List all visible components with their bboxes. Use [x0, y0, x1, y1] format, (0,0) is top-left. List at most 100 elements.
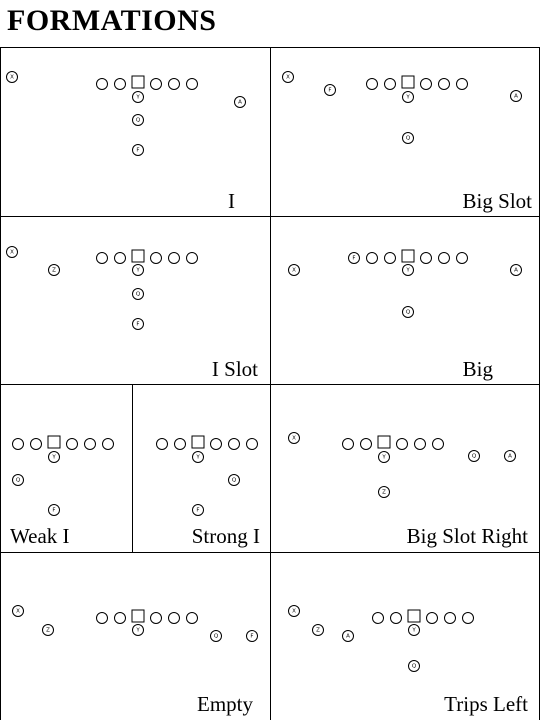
- lineman: [360, 438, 372, 450]
- formation-panel: Y Q F Strong I: [156, 435, 260, 548]
- lineman: [210, 438, 222, 450]
- lineman: [84, 438, 96, 450]
- player-x: [6, 71, 18, 83]
- player-label: Z: [316, 627, 320, 633]
- player-label: Z: [46, 627, 50, 633]
- player-x: [288, 432, 300, 444]
- player-label: X: [10, 249, 14, 255]
- player-q: [468, 450, 480, 462]
- formation-name: Weak I: [10, 524, 70, 548]
- player-label: F: [352, 255, 355, 261]
- formation-panel: X Z Y Q F Empty: [12, 605, 258, 716]
- player-z: [48, 264, 60, 276]
- lineman: [228, 438, 240, 450]
- lineman: [456, 252, 468, 264]
- player-q: [12, 474, 24, 486]
- player-q: [402, 132, 414, 144]
- player-label: F: [196, 507, 199, 513]
- player-z: [312, 624, 324, 636]
- lineman: [30, 438, 42, 450]
- lineman: [372, 612, 384, 624]
- formation-panel: X Z Y Q F I Slot: [6, 246, 258, 381]
- lineman: [174, 438, 186, 450]
- center-square: [131, 75, 145, 89]
- player-label: X: [286, 74, 290, 80]
- player-a: [504, 450, 516, 462]
- formation-panel: X Y Q F A I: [6, 71, 246, 213]
- center-square: [401, 249, 415, 263]
- formation-panel: X Y Q A Z Big Slot Right: [288, 432, 529, 548]
- player-q: [132, 114, 144, 126]
- player-label: A: [238, 99, 242, 105]
- lineman: [456, 78, 468, 90]
- player-label: Q: [406, 135, 411, 141]
- lineman: [396, 438, 408, 450]
- lineman: [186, 78, 198, 90]
- formation-name: Big: [463, 357, 494, 381]
- player-label: Q: [412, 663, 417, 669]
- lineman: [186, 612, 198, 624]
- player-a: [342, 630, 354, 642]
- lineman: [420, 78, 432, 90]
- player-f: [48, 504, 60, 516]
- lineman: [150, 612, 162, 624]
- player-x: [282, 71, 294, 83]
- player-a: [510, 90, 522, 102]
- lineman: [150, 78, 162, 90]
- center-square: [401, 75, 415, 89]
- lineman: [444, 612, 456, 624]
- lineman: [114, 612, 126, 624]
- player-label: X: [10, 74, 14, 80]
- center-square: [377, 435, 391, 449]
- lineman: [96, 612, 108, 624]
- player-label: Q: [472, 453, 477, 459]
- lineman: [12, 438, 24, 450]
- formation-name: Strong I: [192, 524, 260, 548]
- player-f: [348, 252, 360, 264]
- player-label: X: [16, 608, 20, 614]
- player-y: [48, 451, 60, 463]
- formations-layer: X Y Q F A I X F Y Q A Big Slot X Z Y Q F I Slot X F Y Q A Big Y Q…: [6, 71, 532, 716]
- player-y: [192, 451, 204, 463]
- player-label: Q: [406, 309, 411, 315]
- player-label: Q: [136, 117, 141, 123]
- lineman: [96, 252, 108, 264]
- lineman: [420, 252, 432, 264]
- formation-name: Big Slot Right: [407, 524, 529, 548]
- player-z: [378, 486, 390, 498]
- lineman: [96, 78, 108, 90]
- player-z: [42, 624, 54, 636]
- player-label: Y: [411, 627, 416, 633]
- lineman: [150, 252, 162, 264]
- player-a: [234, 96, 246, 108]
- grid: [0, 47, 540, 720]
- lineman: [384, 252, 396, 264]
- lineman: [432, 438, 444, 450]
- lineman: [342, 438, 354, 450]
- lineman: [168, 252, 180, 264]
- formation-panel: X F Y Q A Big: [288, 249, 522, 381]
- player-y: [402, 91, 414, 103]
- player-label: F: [52, 507, 55, 513]
- formation-name: Trips Left: [444, 692, 528, 716]
- lineman: [168, 78, 180, 90]
- lineman: [366, 78, 378, 90]
- lineman: [156, 438, 168, 450]
- player-q: [132, 288, 144, 300]
- player-label: X: [292, 267, 296, 273]
- lineman: [462, 612, 474, 624]
- page-title: FORMATIONS: [7, 4, 217, 37]
- formation-name: I: [228, 189, 235, 213]
- formation-panel: X Z A Y Q Trips Left: [288, 605, 528, 716]
- center-square: [131, 249, 145, 263]
- player-y: [378, 451, 390, 463]
- player-label: A: [514, 93, 518, 99]
- lineman: [66, 438, 78, 450]
- player-x: [288, 605, 300, 617]
- player-label: Y: [195, 454, 200, 460]
- player-label: A: [514, 267, 518, 273]
- player-label: A: [346, 633, 350, 639]
- lineman: [168, 612, 180, 624]
- player-label: Q: [214, 633, 219, 639]
